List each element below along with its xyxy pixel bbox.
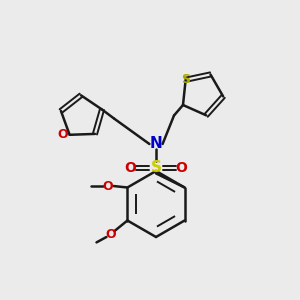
Text: O: O [124,161,136,175]
Text: S: S [181,73,190,86]
Text: O: O [106,227,116,241]
Text: O: O [176,161,188,175]
Text: S: S [151,160,161,175]
Text: O: O [58,128,68,141]
Text: N: N [150,136,162,152]
Text: O: O [103,179,113,193]
